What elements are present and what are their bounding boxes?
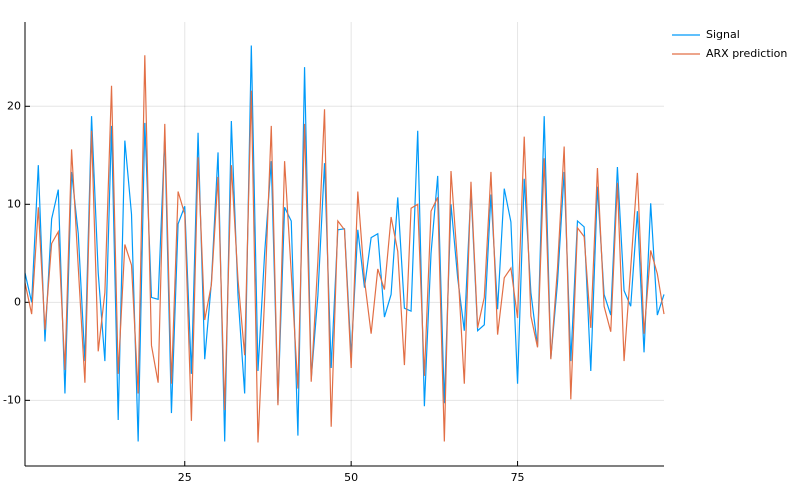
series-line <box>24 45 665 442</box>
legend-label: ARX prediction <box>706 47 787 60</box>
legend-label: Signal <box>706 28 740 41</box>
plot <box>24 45 665 443</box>
legend: Signal ARX prediction <box>672 28 787 60</box>
x-tick-label: 50 <box>344 471 358 484</box>
grid <box>25 22 664 466</box>
y-tick-label: -10 <box>3 393 21 406</box>
x-tick-label: 75 <box>511 471 525 484</box>
series-line <box>24 55 665 443</box>
x-tick-label: 25 <box>178 471 192 484</box>
y-tick-label: 10 <box>7 197 21 210</box>
y-tick-label: 0 <box>14 295 21 308</box>
y-tick-label: 20 <box>7 99 21 112</box>
